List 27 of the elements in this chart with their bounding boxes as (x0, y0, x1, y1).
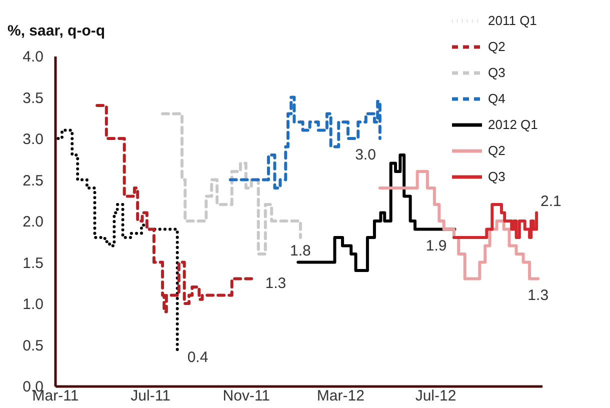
annotation: 1.3 (528, 286, 549, 304)
y-tick-label: 0.5 (22, 337, 44, 354)
x-tick-label: Nov-11 (222, 388, 270, 404)
legend-label: Q2 (488, 39, 506, 54)
annotation: 1.3 (265, 274, 286, 292)
annotation: 0.4 (187, 349, 208, 366)
y-tick-label: 3.0 (22, 131, 44, 148)
legend-label: Q3 (488, 65, 506, 80)
y-tick-label: 4.0 (22, 48, 44, 66)
y-tick-label: 2.0 (22, 214, 44, 230)
y-tick-label: 2.5 (22, 172, 44, 190)
legend-label: 2011 Q1 (488, 13, 537, 28)
annotation: 2.1 (540, 192, 562, 210)
annotation: 1.8 (290, 242, 311, 260)
x-tick-label: Jul-11 (130, 388, 170, 404)
legend-label: Q3 (488, 169, 506, 184)
annotation: 1.9 (426, 237, 447, 254)
x-tick-label: Mar-12 (316, 388, 364, 404)
legend-label: Q2 (488, 143, 506, 158)
y-tick-label: 1.5 (22, 254, 44, 272)
y-tick-label: 1.0 (22, 296, 44, 313)
annotation: 3.0 (355, 146, 376, 164)
x-tick-label: Jul-12 (415, 388, 456, 404)
y-axis-title: %, saar, q-o-q (8, 22, 106, 40)
legend-label: Q4 (488, 91, 506, 106)
y-tick-label: 3.5 (22, 90, 44, 107)
legend-label: 2012 Q1 (488, 117, 538, 132)
